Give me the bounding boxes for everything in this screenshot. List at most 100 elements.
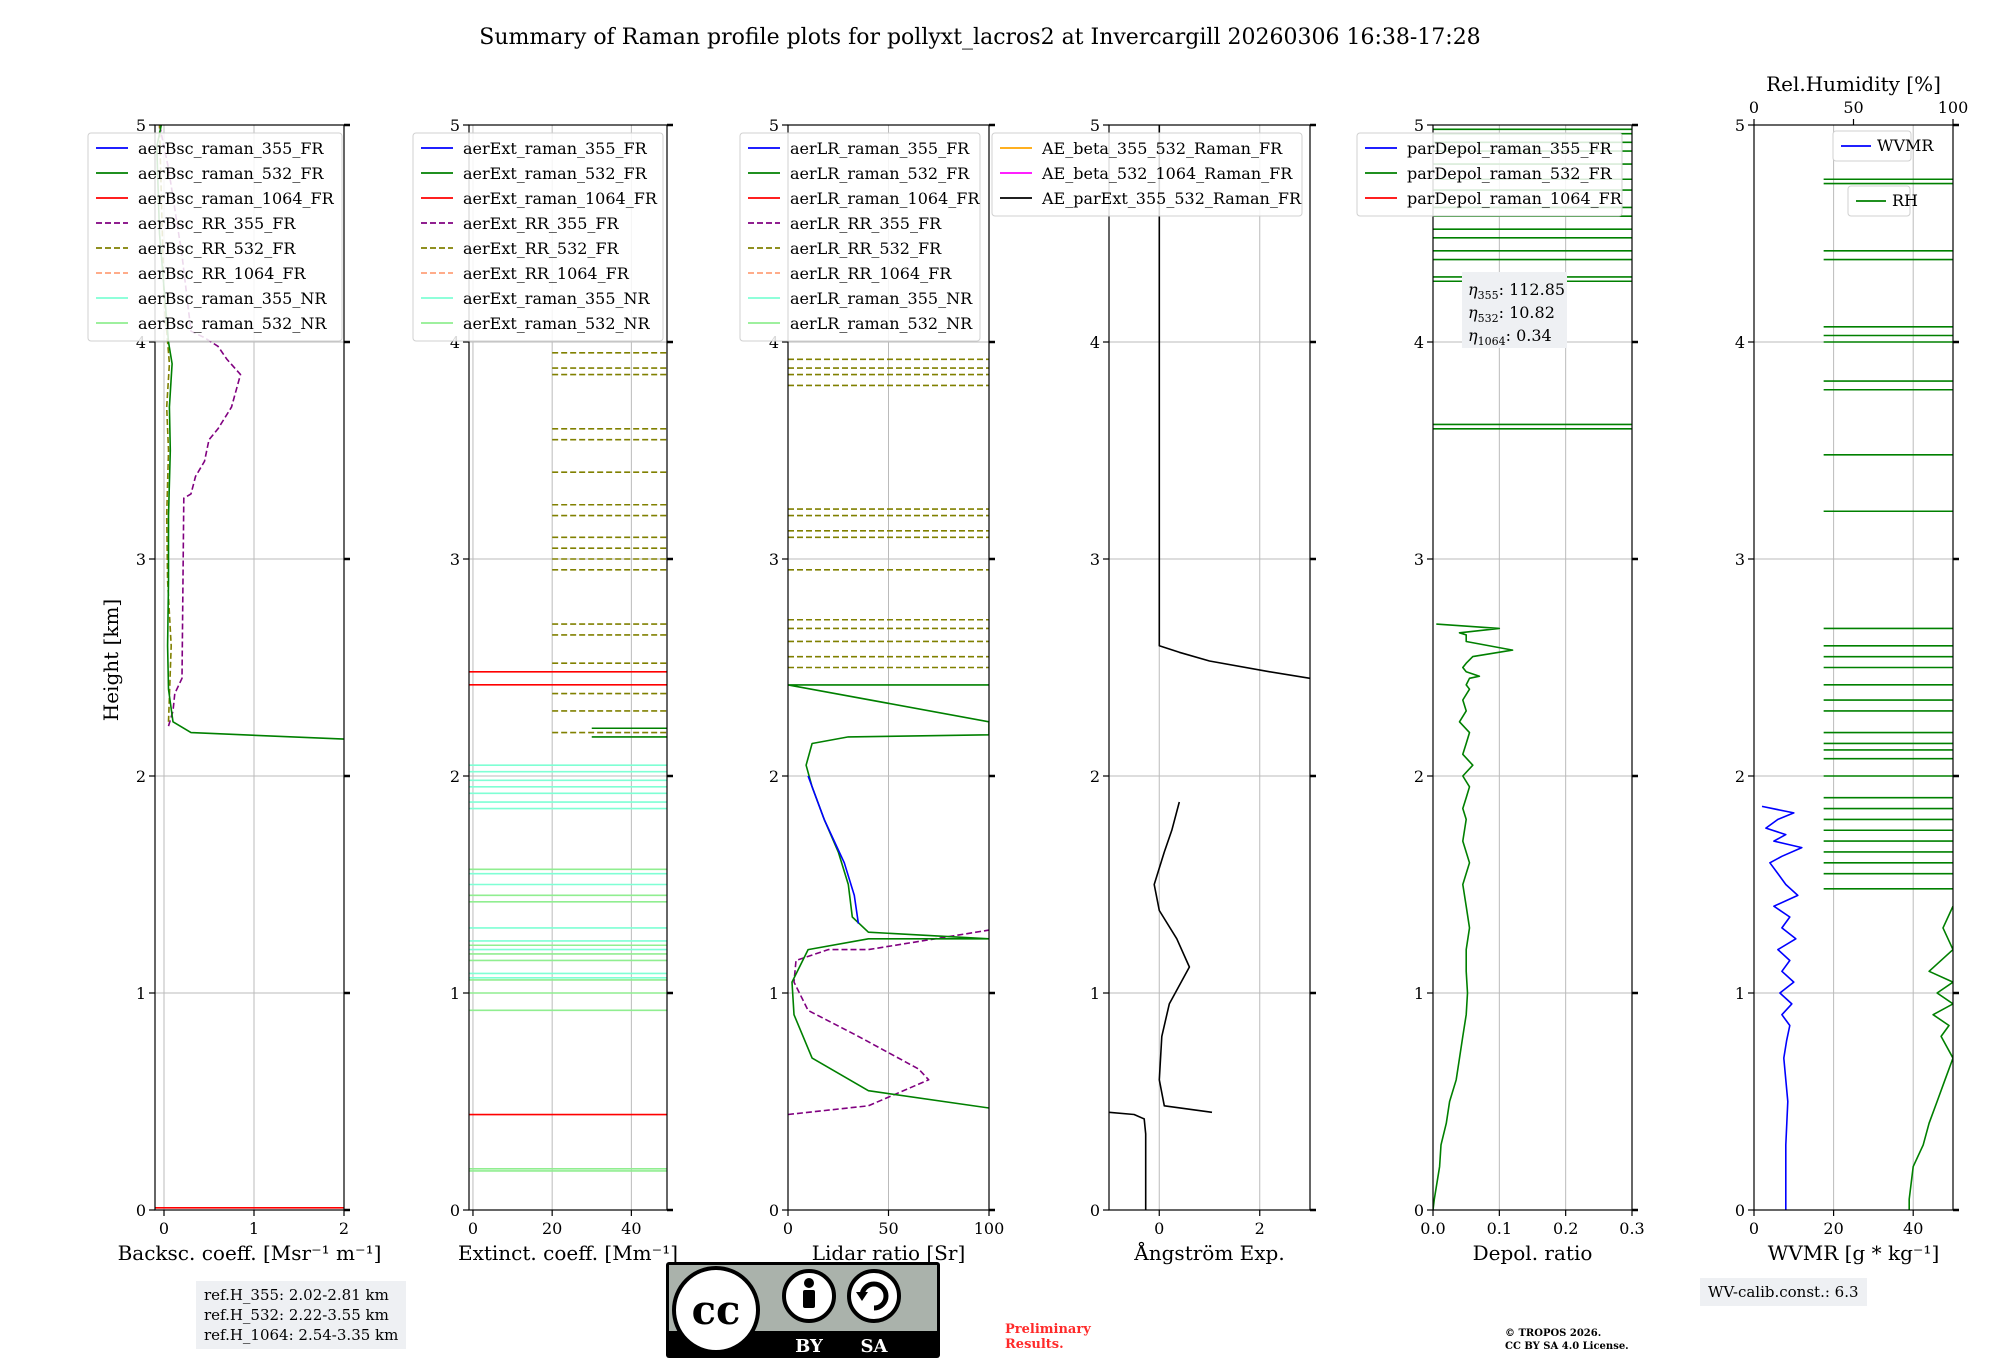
legend-label: aerExt_RR_355_FR [463, 214, 620, 233]
x-tick-label: 0 [1154, 1219, 1164, 1238]
y-tick-label: 2 [1735, 767, 1745, 786]
y-tick-label: 3 [450, 550, 460, 569]
y-tick-label: 4 [136, 333, 146, 352]
y-tick-label: 3 [1414, 550, 1424, 569]
share-alike-icon [847, 1269, 901, 1323]
x-axis-label-ae: Ångström Exp. [1133, 1240, 1284, 1265]
y-tick-label: 0 [1735, 1201, 1745, 1220]
legend-label: AE_beta_532_1064_Raman_FR [1041, 164, 1293, 183]
cc-circle-icon [672, 1266, 760, 1354]
panel-ext: 0 1 2 3 4 5 0 20 40 Extinct. coeff. [Mm⁻¹] aerExt_… [412, 116, 678, 1265]
data-line-AE_parExt_355_532_Raman_FR [1109, 1111, 1147, 1210]
x-tick-label: 2 [339, 1219, 349, 1238]
data-line-parDepol_raman_532_FR [1433, 623, 1514, 1210]
panel-depol: 0 1 2 3 4 5 0.0 0.1 0.2 0.3 Depol. ratio parDepol_r… [1356, 116, 1645, 1265]
cc-license-logo: cc BY SA [666, 1262, 940, 1358]
x-axis-label-wv: WVMR [g * kg⁻¹] [1768, 1241, 1940, 1265]
data-line-RH [1908, 905, 1953, 1210]
eta-line: η355: 112.85 [1468, 280, 1565, 302]
legend-lr: aerLR_raman_355_FR aerLR_raman_532_FR aerL… [739, 132, 981, 342]
axes-frame [468, 124, 668, 1211]
legend-label: aerLR_raman_355_NR [790, 289, 973, 308]
legend-box [1832, 130, 1912, 162]
legend-label: aerLR_raman_532_FR [790, 164, 970, 183]
legend-label: aerExt_raman_355_NR [463, 289, 651, 308]
eta-line: η532: 10.82 [1468, 303, 1555, 325]
y-tick-label: 0 [1414, 1201, 1424, 1220]
x-tick-label: 0 [783, 1219, 793, 1238]
y-tick-label: 1 [450, 984, 460, 1003]
cc-text: cc [692, 1287, 741, 1334]
y-tick-label: 4 [450, 333, 460, 352]
copyright-line-1: © TROPOS 2026. [1505, 1328, 1602, 1339]
legend-label: aerExt_RR_532_FR [463, 239, 620, 258]
ref-height-355: ref.H_355: 2.02-2.81 km [204, 1286, 389, 1304]
wv-calibration-box: WV-calib.const.: 6.3 [1700, 1278, 1867, 1306]
y-tick-label: 1 [769, 984, 779, 1003]
legend-label: aerLR_RR_532_FR [790, 239, 942, 258]
data-line-aerLR_raman_355_FR [807, 775, 860, 924]
x-tick-label: 40 [621, 1219, 641, 1238]
y-tick-label: 5 [450, 116, 460, 135]
top-x-axis-label: Rel.Humidity [%] [1766, 72, 1941, 96]
x-tick-label: 0.0 [1420, 1219, 1445, 1238]
legend-ae: AE_beta_355_532_Raman_FR AE_beta_532_1064… [991, 132, 1303, 217]
legend-label: AE_beta_355_532_Raman_FR [1041, 139, 1283, 158]
sa-label: SA [861, 1336, 889, 1357]
legend-label: parDepol_raman_532_FR [1407, 164, 1613, 183]
legend-label: parDepol_raman_1064_FR [1407, 189, 1623, 208]
legend-bsc: aerBsc_raman_355_FR aerBsc_raman_532_FRae… [87, 132, 343, 342]
legend-label: aerExt_RR_1064_FR [463, 264, 630, 283]
legend-label: aerLR_raman_355_FR [790, 139, 970, 158]
figure-title: Summary of Raman profile plots for polly… [479, 25, 1480, 50]
axes-frame [1432, 124, 1633, 1211]
x-tick-label: 20 [1823, 1219, 1843, 1238]
legend-box [1356, 132, 1623, 217]
y-tick-label: 2 [136, 767, 146, 786]
y-tick-label: 4 [1735, 333, 1745, 352]
y-tick-label: 2 [769, 767, 779, 786]
x-tick-label: 2 [1255, 1219, 1265, 1238]
y-tick-label: 5 [1735, 116, 1745, 135]
x-tick-label: 20 [542, 1219, 562, 1238]
y-tick-label: 4 [1414, 333, 1424, 352]
top-x-tick-label: 50 [1843, 98, 1863, 117]
legend-label: aerExt_raman_355_FR [463, 139, 648, 158]
y-tick-label: 2 [1414, 767, 1424, 786]
axes-frame [1108, 124, 1311, 1211]
y-tick-label: 3 [136, 550, 146, 569]
legend-wv: WVMR RH [1832, 130, 1934, 217]
x-tick-label: 1 [249, 1219, 259, 1238]
axes-frame [154, 124, 345, 1211]
y-tick-label: 1 [1090, 984, 1100, 1003]
preliminary-line-2: Results. [1005, 1337, 1064, 1352]
top-x-tick-label: 0 [1749, 98, 1759, 117]
legend-label: aerLR_raman_1064_FR [790, 189, 980, 208]
legend-label: aerBsc_RR_1064_FR [138, 264, 307, 283]
copyright-note: © TROPOS 2026. CC BY SA 4.0 License. [1505, 1327, 1629, 1353]
plot-area [1109, 125, 1310, 1210]
y-tick-label: 0 [1090, 1201, 1100, 1220]
y-tick-label: 2 [1090, 767, 1100, 786]
legend-box [87, 132, 343, 342]
x-axis-label-lr: Lidar ratio [Sr] [812, 1241, 966, 1265]
preliminary-line-1: Preliminary [1005, 1322, 1091, 1337]
x-axis-label-ext: Extinct. coeff. [Mm⁻¹] [458, 1241, 678, 1265]
panel-bsc: 0 1 2 3 4 5 0 1 2 Backsc. coeff. [Msr⁻¹ m⁻¹] aerBs… [87, 116, 381, 1265]
y-tick-label: 1 [136, 984, 146, 1003]
legend-label: AE_parExt_355_532_Raman_FR [1041, 189, 1302, 208]
reference-height-box: ref.H_355: 2.02-2.81 km ref.H_532: 2.22-… [196, 1281, 407, 1349]
x-tick-label: 50 [878, 1219, 898, 1238]
plot-area [1761, 178, 1953, 1210]
ref-height-1064: ref.H_1064: 2.54-3.35 km [204, 1326, 399, 1344]
data-line-aerLR_RR_355_FR [788, 929, 989, 1116]
y-axis-label: Height [km] [99, 599, 123, 721]
x-tick-label: 0.1 [1487, 1219, 1512, 1238]
plot-area [788, 358, 989, 1116]
plot-area [469, 352, 667, 1172]
by-label: BY [795, 1336, 824, 1357]
legend-label: aerExt_raman_1064_FR [463, 189, 658, 208]
